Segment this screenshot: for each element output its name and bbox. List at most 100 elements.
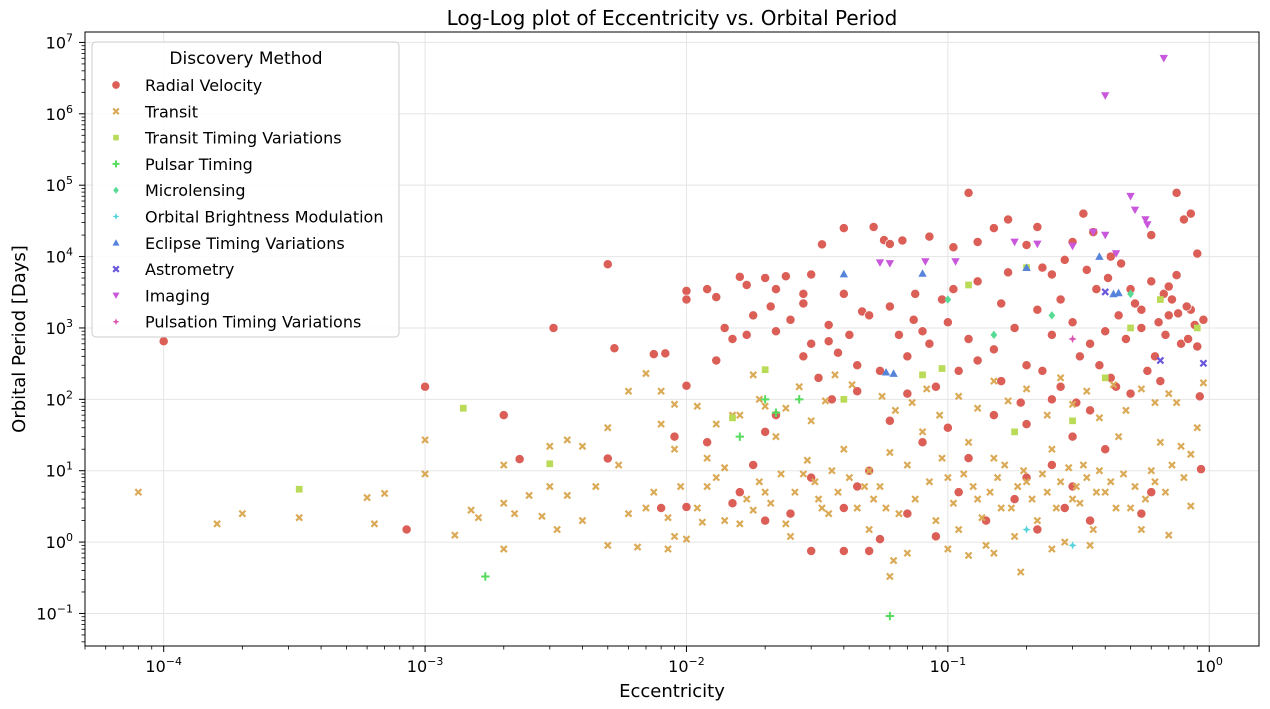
data-point <box>990 549 998 557</box>
data-point <box>1000 461 1009 469</box>
data-point <box>791 488 799 497</box>
data-point <box>1171 270 1182 281</box>
legend-marker <box>112 265 120 273</box>
data-point <box>972 276 983 287</box>
data-point <box>834 488 842 497</box>
chart-title: Log-Log plot of Eccentricity vs. Orbital… <box>447 6 898 30</box>
data-point <box>642 369 650 378</box>
data-point <box>1009 494 1020 505</box>
data-point <box>1183 334 1194 344</box>
data-point <box>1116 258 1127 269</box>
data-point <box>642 504 650 512</box>
data-point <box>897 235 908 246</box>
data-point <box>1146 487 1157 498</box>
data-point <box>986 488 994 497</box>
data-point <box>993 473 1002 482</box>
data-point <box>578 516 587 525</box>
axis-ticks: 10−4 10−3 10−2 10−1 100 10−1 100 101 102 103 104 10… <box>36 31 1223 676</box>
data-point <box>755 395 764 404</box>
data-point <box>1196 464 1206 475</box>
data-point <box>1086 541 1094 550</box>
legend-label: Pulsar Timing <box>145 155 253 174</box>
data-point <box>953 487 964 498</box>
data-point <box>884 239 895 249</box>
data-point <box>1095 414 1104 422</box>
data-point <box>1186 502 1195 510</box>
data-point <box>1072 482 1081 491</box>
data-point <box>1141 495 1150 503</box>
series-6 <box>839 252 1123 377</box>
data-point <box>676 482 685 491</box>
x-tick-label: 10−4 <box>145 655 182 676</box>
data-point <box>852 360 863 371</box>
data-point <box>766 499 775 508</box>
data-point <box>1082 387 1091 396</box>
data-point <box>681 294 692 305</box>
data-point <box>1085 338 1096 349</box>
data-point <box>749 371 758 379</box>
y-tick-label: 107 <box>46 31 73 52</box>
data-point <box>1126 192 1135 201</box>
data-point <box>703 482 711 491</box>
data-point <box>603 541 612 550</box>
data-point <box>514 454 525 465</box>
data-point <box>702 284 713 295</box>
data-point <box>548 322 559 333</box>
data-point <box>1185 208 1196 219</box>
data-point <box>1100 444 1111 455</box>
data-point <box>1055 381 1066 392</box>
data-point <box>803 456 812 465</box>
data-point <box>978 513 986 522</box>
data-point <box>1168 461 1176 469</box>
legend-label: Imaging <box>145 286 210 305</box>
data-point <box>748 460 759 470</box>
data-point <box>719 322 730 333</box>
data-point <box>1011 428 1018 436</box>
data-point <box>1151 477 1159 486</box>
series-8 <box>875 54 1168 268</box>
data-point <box>1060 538 1069 546</box>
data-point <box>1127 324 1134 332</box>
data-point <box>833 347 843 358</box>
data-point <box>944 473 952 482</box>
data-point <box>1164 531 1173 539</box>
data-point <box>875 259 885 267</box>
data-point <box>1147 466 1156 475</box>
data-point <box>838 546 849 556</box>
data-point <box>824 509 833 518</box>
data-point <box>884 301 895 312</box>
series-9 <box>1068 334 1077 344</box>
data-point <box>1038 470 1047 478</box>
data-point <box>741 280 752 290</box>
data-point <box>1032 524 1043 535</box>
data-point <box>1032 304 1043 315</box>
data-point <box>1101 288 1110 296</box>
data-point <box>421 436 429 444</box>
data-point <box>1076 499 1084 508</box>
data-point <box>903 549 912 557</box>
data-point <box>924 231 935 242</box>
data-point <box>681 380 692 391</box>
data-point <box>1089 228 1098 237</box>
data-point <box>948 284 959 295</box>
data-point <box>973 495 982 503</box>
data-point <box>949 499 958 508</box>
data-point <box>973 404 982 413</box>
y-tick-label: 101 <box>46 460 73 481</box>
legend-label: Transit Timing Variations <box>144 129 342 148</box>
data-point <box>1007 504 1016 512</box>
data-point <box>545 482 554 491</box>
y-tick-label: 105 <box>46 174 73 195</box>
legend-label: Radial Velocity <box>145 76 262 95</box>
data-point <box>786 532 795 541</box>
data-point <box>1003 214 1014 225</box>
legend-title: Discovery Method <box>169 49 322 69</box>
data-point <box>997 504 1006 512</box>
legend-label: Orbital Brightness Modulation <box>145 208 383 227</box>
data-point <box>902 508 913 519</box>
data-point <box>1079 461 1088 469</box>
data-point <box>902 388 913 399</box>
data-point <box>1010 532 1019 541</box>
data-point <box>1122 406 1130 415</box>
data-point <box>1136 322 1147 333</box>
